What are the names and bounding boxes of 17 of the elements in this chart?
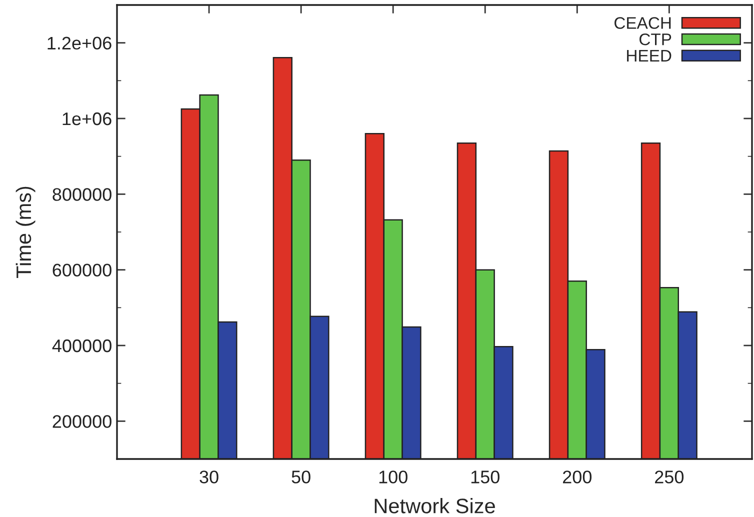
y-tick-label: 200000 [52,415,112,428]
legend-label: CTP [640,33,672,46]
y-tick-label: 1.2e+06 [48,36,112,50]
y-axis-title: Time (ms) [16,186,36,278]
x-tick-label: 150 [471,470,500,484]
y-tick-label: 800000 [52,188,112,201]
x-tick-label: 200 [562,470,592,484]
x-tick-label: 30 [200,470,218,484]
x-axis-title: Network Size [374,498,495,514]
legend-label: HEED [627,50,672,62]
x-tick-label: 50 [292,470,310,484]
x-tick-label: 100 [379,470,408,484]
y-tick-label: 1e+06 [62,112,112,126]
x-tick-label: 250 [655,470,684,484]
y-tick-label: 400000 [52,339,112,352]
legend-label: CEACH [614,17,671,29]
y-tick-label: 600000 [52,264,112,277]
